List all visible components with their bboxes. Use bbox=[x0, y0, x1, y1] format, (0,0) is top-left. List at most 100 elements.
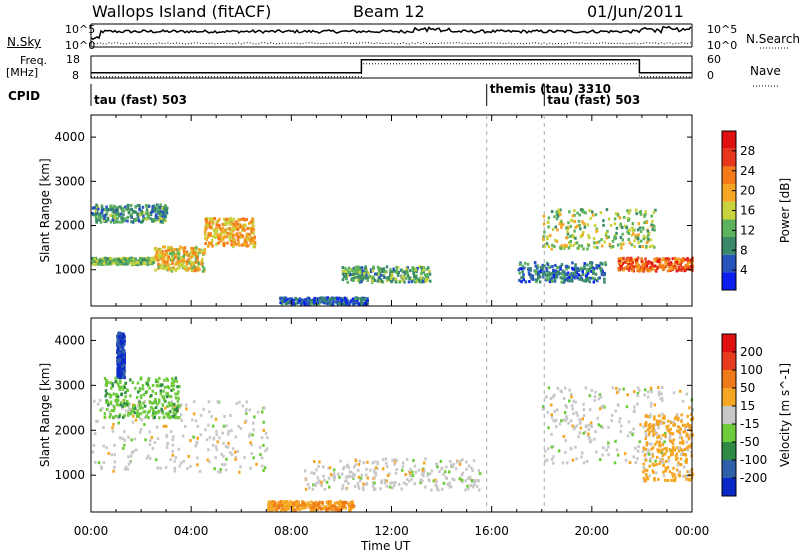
echo-cell bbox=[136, 212, 140, 216]
echo-cell bbox=[386, 474, 390, 477]
echo-cell bbox=[157, 398, 161, 402]
echo-cell bbox=[215, 220, 218, 224]
echo-cell bbox=[556, 214, 560, 218]
echo-cell bbox=[250, 220, 253, 224]
echo-cell bbox=[677, 266, 681, 269]
echo-cell bbox=[662, 474, 666, 478]
echo-cell bbox=[171, 267, 174, 271]
echo-cell bbox=[144, 203, 148, 207]
echo-cell bbox=[606, 229, 609, 233]
echo-cell bbox=[581, 272, 585, 276]
echo-cell bbox=[155, 213, 158, 217]
echo-cell bbox=[158, 400, 161, 404]
echo-cell bbox=[215, 229, 219, 233]
echo-cell bbox=[306, 502, 309, 506]
echo-cell bbox=[650, 442, 653, 446]
echo-cell bbox=[644, 414, 648, 417]
echo-cell bbox=[297, 506, 300, 510]
echo-cell bbox=[390, 271, 393, 275]
echo-cell bbox=[185, 260, 189, 264]
echo-cell bbox=[148, 386, 151, 390]
echo-cell bbox=[644, 210, 648, 214]
echo-cell bbox=[552, 461, 555, 465]
echo-cell bbox=[239, 223, 243, 227]
echo-cell bbox=[167, 394, 170, 398]
echo-cell bbox=[356, 268, 360, 272]
echo-cell bbox=[550, 403, 553, 407]
echo-cell bbox=[603, 405, 606, 409]
echo-cell bbox=[142, 211, 145, 215]
echo-cell bbox=[127, 407, 131, 410]
echo-cell bbox=[595, 266, 598, 270]
echo-cell bbox=[646, 234, 650, 238]
echo-cell bbox=[542, 270, 546, 274]
echo-cell bbox=[352, 279, 355, 282]
echo-cell bbox=[342, 269, 345, 273]
echo-cell bbox=[671, 265, 674, 268]
echo-cell bbox=[569, 234, 572, 238]
echo-cell bbox=[555, 425, 558, 429]
echo-cell bbox=[388, 485, 392, 489]
echo-cell bbox=[413, 267, 416, 271]
echo-cell bbox=[259, 453, 262, 456]
echo-cell bbox=[234, 450, 237, 454]
echo-cell bbox=[162, 424, 166, 428]
echo-cell bbox=[120, 370, 124, 374]
echo-cell bbox=[466, 476, 470, 480]
echo-cell bbox=[197, 261, 201, 265]
echo-cell bbox=[124, 262, 128, 266]
echo-cell bbox=[121, 404, 124, 408]
echo-cell bbox=[333, 475, 337, 479]
echo-cell bbox=[116, 382, 120, 386]
echo-cell bbox=[364, 276, 367, 280]
echo-cell bbox=[118, 214, 121, 218]
echo-cell bbox=[681, 474, 685, 478]
echo-cell bbox=[250, 228, 253, 232]
echo-cell bbox=[686, 422, 690, 426]
echo-cell bbox=[213, 228, 216, 232]
echo-cell bbox=[605, 231, 608, 235]
echo-cell bbox=[572, 234, 575, 238]
colorbar-band bbox=[722, 148, 736, 167]
echo-cell bbox=[690, 413, 693, 416]
echo-cell bbox=[453, 478, 456, 482]
echo-cell bbox=[95, 220, 98, 224]
echo-cell bbox=[644, 430, 647, 434]
echo-cell bbox=[244, 242, 248, 246]
echo-cell bbox=[680, 258, 683, 262]
echo-cell bbox=[523, 261, 527, 265]
echo-cell bbox=[554, 238, 557, 242]
echo-cell bbox=[121, 376, 125, 379]
echo-cell bbox=[174, 262, 177, 266]
echo-cell bbox=[681, 439, 685, 443]
echo-cell bbox=[518, 278, 521, 282]
echo-cell bbox=[629, 256, 633, 260]
echo-cell bbox=[348, 470, 352, 474]
echo-cell bbox=[94, 209, 97, 213]
echo-cell bbox=[680, 413, 683, 417]
echo-cell bbox=[349, 300, 352, 304]
echo-cell bbox=[313, 296, 316, 300]
echo-cell bbox=[464, 488, 467, 492]
echo-cell bbox=[368, 274, 371, 278]
echo-cell bbox=[355, 296, 359, 300]
colorbar-tick-label: 200 bbox=[740, 345, 763, 359]
echo-cell bbox=[163, 378, 166, 382]
echo-cell bbox=[129, 208, 133, 212]
echo-cell bbox=[322, 465, 325, 469]
echo-cell bbox=[563, 279, 566, 283]
echo-cell bbox=[533, 261, 537, 265]
echo-cell bbox=[234, 435, 237, 439]
echo-cell bbox=[560, 223, 563, 227]
echo-cell bbox=[646, 428, 650, 432]
echo-cell bbox=[618, 387, 621, 391]
nave-tick-low: 0 bbox=[707, 69, 714, 82]
echo-cell bbox=[595, 450, 598, 454]
echo-cell bbox=[354, 276, 357, 279]
echo-cell bbox=[574, 225, 577, 229]
echo-cell bbox=[145, 414, 148, 418]
echo-cell bbox=[147, 411, 150, 415]
echo-cell bbox=[405, 267, 408, 271]
echo-cell bbox=[589, 439, 593, 443]
echo-cell bbox=[151, 409, 155, 413]
